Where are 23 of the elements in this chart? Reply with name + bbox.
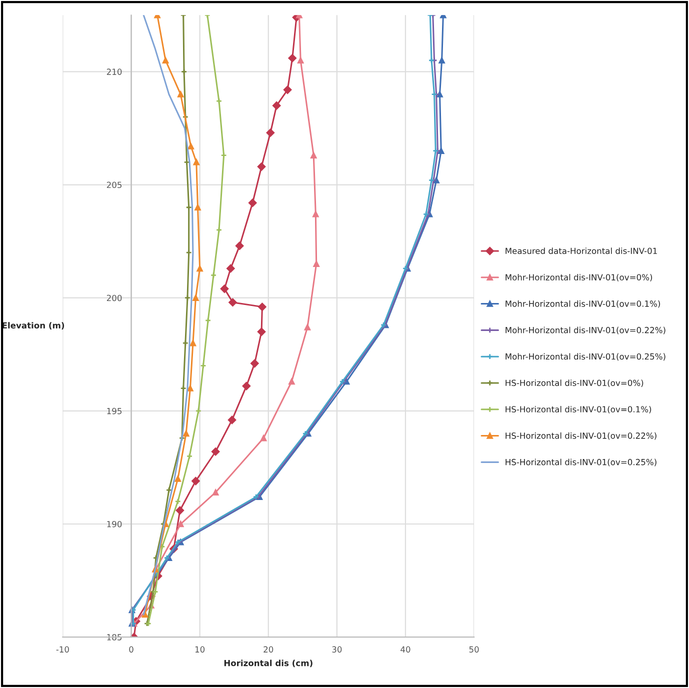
y-axis-title: Elevation (m) [2,322,64,330]
x-tick-label: 40 [400,646,410,653]
legend-label: Mohr-Horizontal dis-INV-01(ov=0.22%) [506,326,666,334]
y-tick-label: 190 [107,520,122,528]
x-axis-title: Horizontal dis (cm) [224,660,312,668]
y-tick-label: 205 [106,182,122,188]
x-tick-label: 50 [469,646,479,653]
y-tick-label: 210 [106,68,122,75]
x-tick-label: 30 [332,646,342,653]
legend-label: Mohr-Horizontal dis-INV-01(ov=0%) [506,274,652,282]
legend-label: HS-Horizontal dis-INV-01(ov=0.1%) [506,406,652,414]
legend-label: Mohr-Horizontal dis-INV-01(ov=0.1%) [506,300,660,308]
legend-label: HS-Horizontal dis-INV-01(ov=0%) [506,380,644,388]
legend-label: Mohr-Horizontal dis-INV-01(ov=0.25%) [506,353,666,361]
x-tick-label: -10 [56,646,69,653]
legend-label: Measured data-Horizontal dis-INV-01 [506,248,657,254]
legend-label: HS-Horizontal dis-INV-01(ov=0.22%) [506,432,656,440]
x-tick-label: 10 [195,646,205,653]
legend-label: HS-Horizontal dis-INV-01(ov=0.25%) [506,458,656,466]
y-tick-label: 200 [106,294,122,302]
x-tick-label: 20 [264,646,274,653]
y-tick-label: 195 [107,408,122,414]
x-tick-label: 0 [129,646,134,653]
